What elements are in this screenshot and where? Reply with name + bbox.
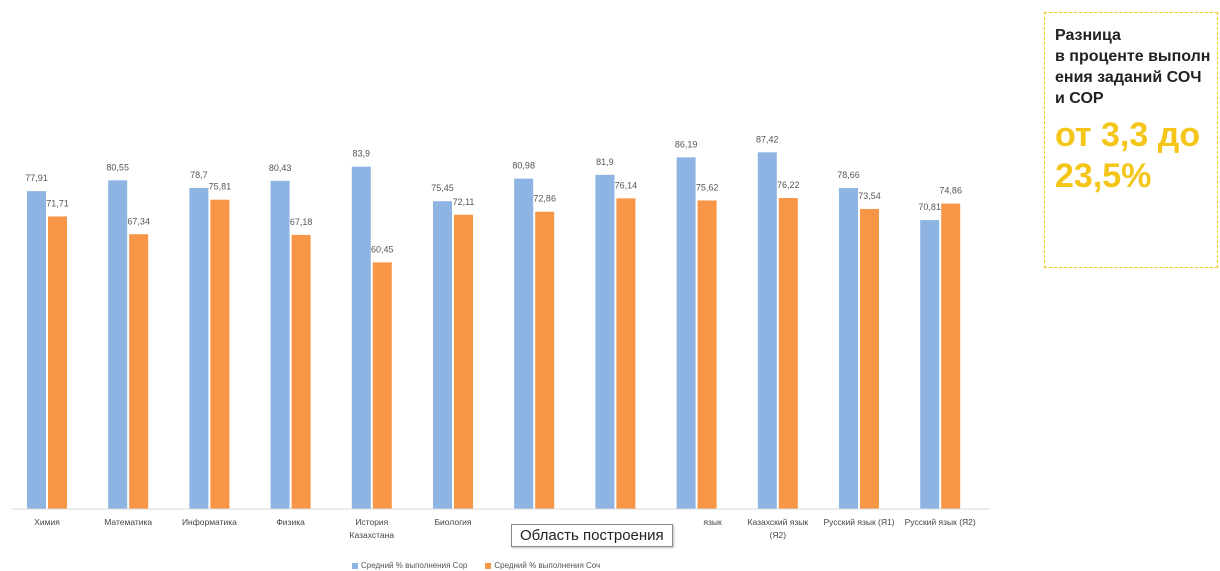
bar-soch-0[interactable] xyxy=(48,216,67,509)
data-label-sor-5: 75,45 xyxy=(431,183,454,193)
bar-sor-2[interactable] xyxy=(189,187,209,510)
data-label-sor-11: 70,81 xyxy=(918,202,941,212)
bar-sor-9[interactable] xyxy=(757,152,777,509)
data-label-sor-8: 86,19 xyxy=(675,139,698,149)
labels-layer: 77,91 71,71 80,55 67,34 78,775,81 80,43 67,18 8… xyxy=(25,134,962,254)
data-label-sor-2: 78,7 xyxy=(190,170,208,180)
data-label-soch-3: 67,18 xyxy=(290,217,313,227)
category-label-9-1: (Я2) xyxy=(770,530,787,540)
bar-soch-9[interactable] xyxy=(778,198,798,509)
bar-soch-3[interactable] xyxy=(291,234,311,510)
bar-soch-2[interactable] xyxy=(210,199,230,510)
category-label-11-0: Русский язык (Я2) xyxy=(905,517,976,527)
bar-soch-1[interactable] xyxy=(129,234,149,509)
data-label-sor-10: 78,66 xyxy=(837,170,860,180)
category-label-2-0: Информатика xyxy=(182,517,237,527)
category-label-5-0: Биология xyxy=(434,517,471,527)
category-label-9-0: Казахский язык xyxy=(748,517,809,527)
data-label-sor-0: 77,91 xyxy=(25,173,48,183)
bar-sor-7[interactable] xyxy=(595,174,615,509)
category-label-3-0: Физика xyxy=(276,517,305,527)
bar-sor-10[interactable] xyxy=(839,188,858,509)
data-label-sor-9: 87,42 xyxy=(756,134,779,144)
bar-sor-11[interactable] xyxy=(920,220,940,509)
bar-sor-1[interactable] xyxy=(108,180,128,509)
bar-sor-8[interactable] xyxy=(676,157,696,510)
bar-soch-11[interactable] xyxy=(941,203,961,509)
bar-sor-3[interactable] xyxy=(270,180,290,510)
category-label-0-0: Химия xyxy=(34,517,60,527)
callout-line-1: Разница xyxy=(1055,27,1121,44)
callout-line-3: ения заданий СОЧ xyxy=(1055,69,1202,86)
data-label-sor-4: 83,9 xyxy=(353,149,371,159)
bar-soch-5[interactable] xyxy=(454,214,473,509)
data-label-sor-1: 80,55 xyxy=(106,162,129,172)
legend-item-soch[interactable]: Средний % выполнения Соч xyxy=(485,561,600,570)
data-label-soch-11: 74,86 xyxy=(939,186,962,196)
bar-soch-10[interactable] xyxy=(860,208,879,510)
callout-line-4: и СОР xyxy=(1055,90,1104,107)
category-label-10-0: Русский язык (Я1) xyxy=(823,517,894,527)
legend-label-sor: Средний % выполнения Сор xyxy=(361,561,468,570)
bar-sor-5[interactable] xyxy=(433,201,452,509)
category-label-4-1: Казахстана xyxy=(350,530,395,540)
data-label-soch-10: 73,54 xyxy=(858,191,881,201)
data-label-soch-1: 67,34 xyxy=(127,216,150,226)
bar-sor-4[interactable] xyxy=(351,166,371,510)
legend: Средний % выполнения Сор Средний % выпол… xyxy=(352,561,600,570)
bar-soch-7[interactable] xyxy=(616,198,636,509)
bar-chart: 77,91 71,71 80,55 67,34 78,775,81 80,43 67,18 8… xyxy=(12,134,990,540)
category-label-4-0: История xyxy=(355,517,388,527)
data-label-soch-6: 72,86 xyxy=(533,194,556,204)
category-label-8-0: язык xyxy=(703,517,722,527)
data-label-sor-7: 81,9 xyxy=(596,157,614,167)
plot-area-tooltip: Область построения xyxy=(511,524,673,547)
data-label-soch-4: 60,45 xyxy=(371,244,394,254)
data-label-sor-3: 80,43 xyxy=(269,163,292,173)
data-label-soch-8: 75,62 xyxy=(696,182,719,192)
bar-soch-6[interactable] xyxy=(535,211,555,509)
data-label-soch-9: 76,22 xyxy=(777,180,800,190)
data-label-sor-6: 80,98 xyxy=(512,161,535,171)
bars-layer xyxy=(27,152,961,510)
bar-soch-8[interactable] xyxy=(697,200,717,509)
callout-box: Разница в проценте выполн ения заданий С… xyxy=(1044,12,1218,268)
category-label-1-0: Математика xyxy=(104,517,152,527)
bar-sor-0[interactable] xyxy=(27,191,46,509)
bar-sor-6[interactable] xyxy=(514,178,534,509)
callout-line-2: в проценте выполн xyxy=(1055,48,1211,65)
data-label-soch-7: 76,14 xyxy=(615,180,638,190)
bar-soch-4[interactable] xyxy=(372,262,392,509)
category-labels: Химия Математика Информатика Физика История К… xyxy=(34,517,976,540)
legend-label-soch: Средний % выполнения Соч xyxy=(494,561,601,570)
legend-item-sor[interactable]: Средний % выполнения Сор xyxy=(352,561,467,570)
callout-range-line-1: от 3,3 до xyxy=(1055,116,1201,154)
legend-swatch-sor xyxy=(352,562,358,569)
data-label-soch-5: 72,11 xyxy=(453,197,475,207)
legend-swatch-soch xyxy=(485,562,492,569)
data-label-soch-2: 75,81 xyxy=(209,182,232,192)
data-label-soch-0: 71,71 xyxy=(46,198,69,208)
callout-range-line-2: 23,5% xyxy=(1055,157,1152,195)
